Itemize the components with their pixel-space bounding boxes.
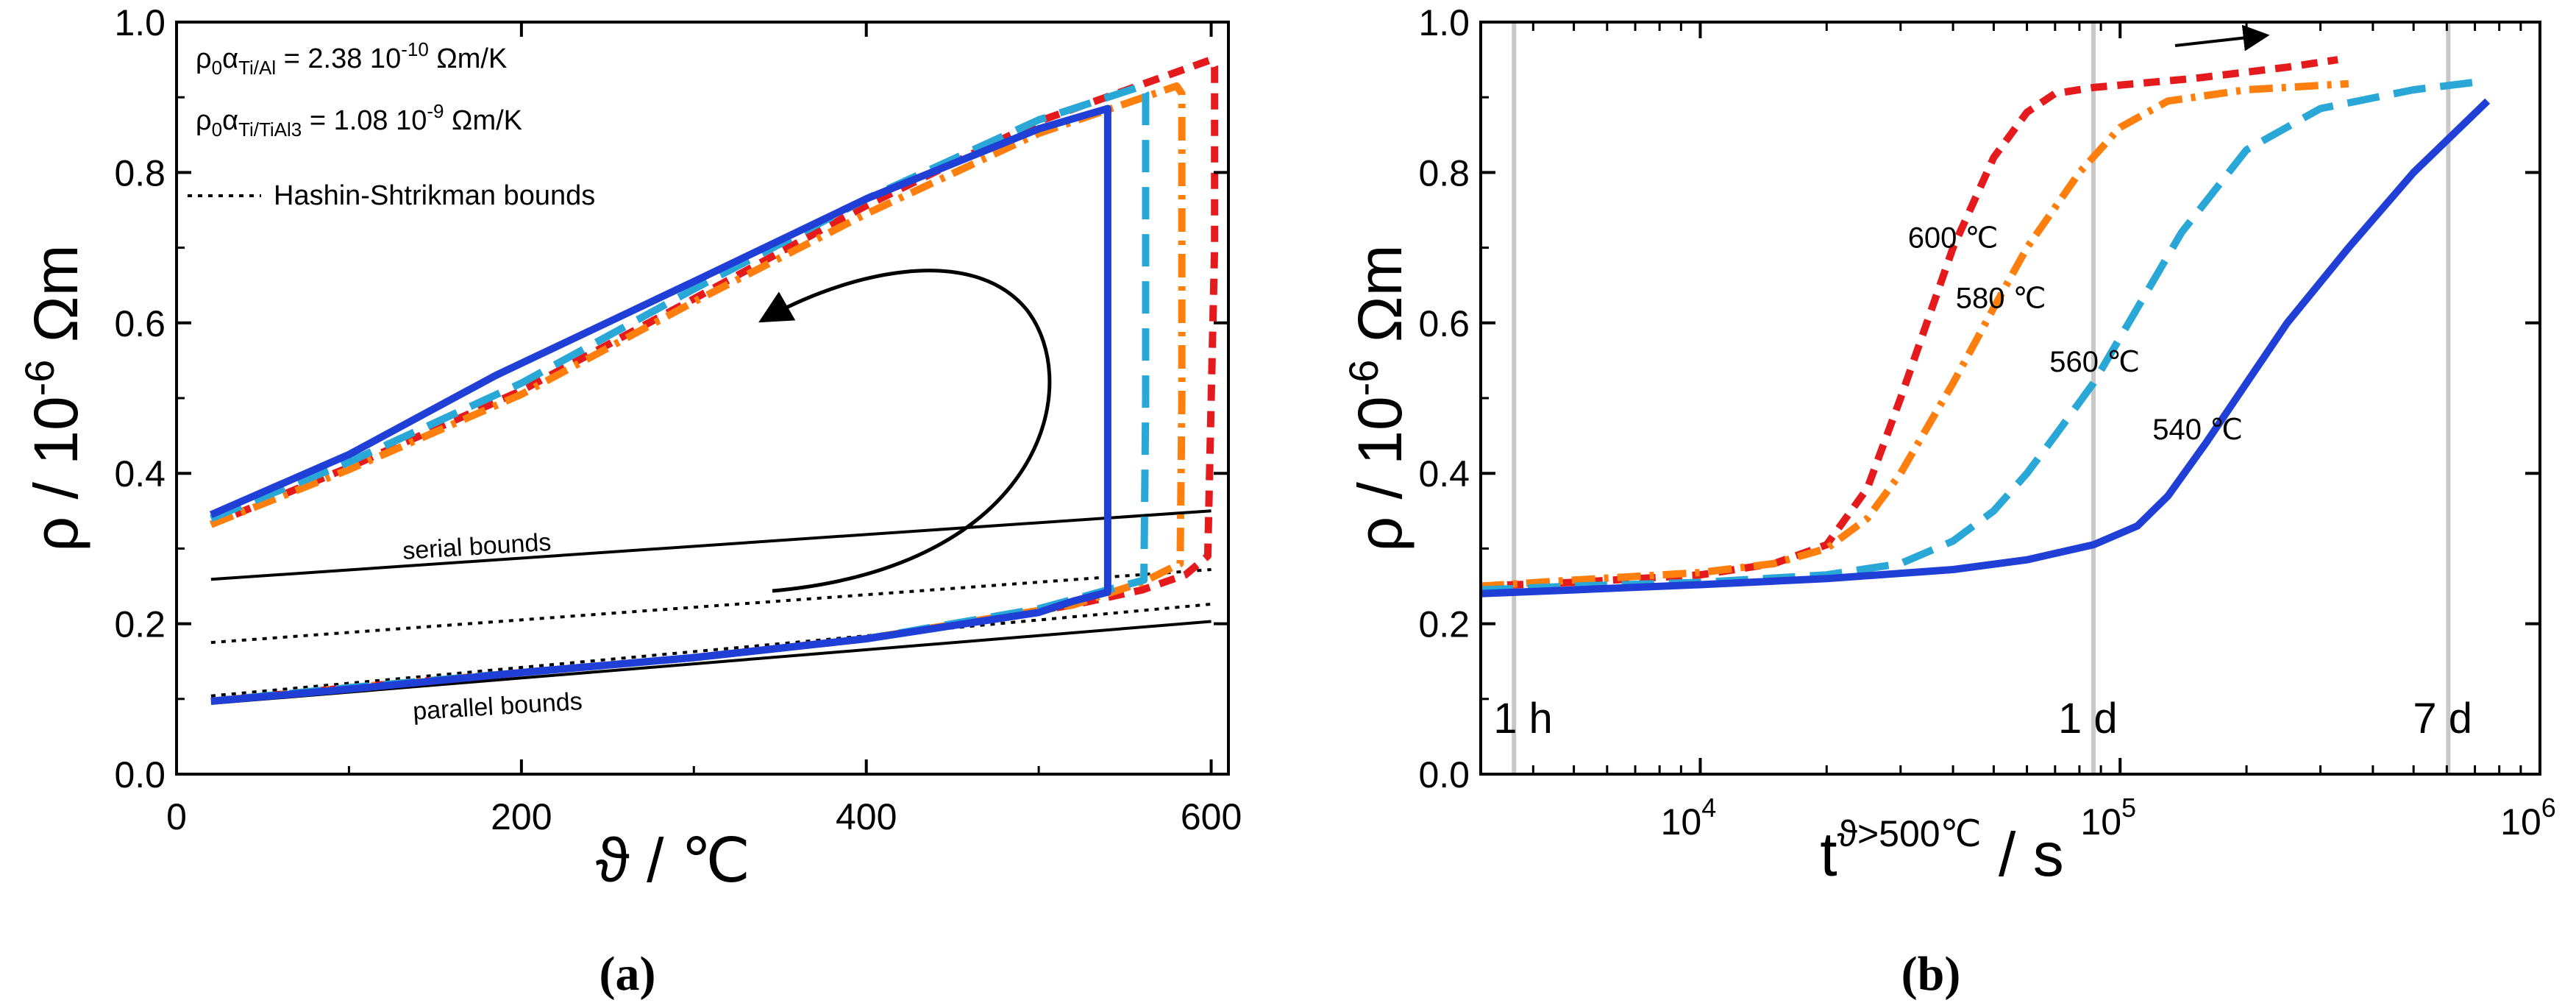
b-x-axis-title: tϑ>500℃ / s bbox=[1820, 813, 2063, 889]
b-y-tick-label: 0.6 bbox=[1418, 303, 1470, 344]
b-y-tick-label: 0.4 bbox=[1418, 453, 1470, 495]
a-y-tick-label: 0.8 bbox=[114, 152, 166, 194]
a-series-580 bbox=[210, 82, 1186, 705]
b-series-540 bbox=[1480, 98, 2491, 598]
series-label-540: 540 ℃ bbox=[2152, 414, 2243, 446]
time-marker-label: 1 h bbox=[1493, 695, 1553, 742]
b-y-tick-label: 0.8 bbox=[1418, 152, 1470, 194]
a-series bbox=[209, 56, 1219, 705]
time-marker-label: 1 d bbox=[2058, 695, 2118, 742]
a-series-560 bbox=[210, 82, 1150, 705]
a-y-tick-label: 1.0 bbox=[114, 2, 166, 43]
b-series-600 bbox=[1480, 56, 2338, 590]
a-x-tick-label: 0 bbox=[166, 796, 187, 837]
legend-hs-label: Hashin-Shtrikman bounds bbox=[274, 180, 595, 211]
a-y-tick-label: 0.0 bbox=[114, 754, 166, 795]
a-series-540 bbox=[209, 104, 1111, 705]
b-series-580 bbox=[1480, 79, 2349, 590]
b-x-tick-label: 105 bbox=[2080, 793, 2136, 843]
a-y-tick-label: 0.6 bbox=[114, 303, 166, 344]
annotation-ti-tial3: ρ0αTi/TiAl3 = 1.08 10-9 Ωm/K bbox=[196, 100, 522, 141]
a-y-axis-title: ρ / 10-6 Ωm bbox=[16, 244, 90, 551]
a-x-tick-label: 400 bbox=[836, 796, 897, 837]
cycle-arrow bbox=[758, 269, 1052, 593]
a-y-tick-label: 0.2 bbox=[114, 604, 166, 645]
a-x-tick-label: 200 bbox=[491, 796, 552, 837]
b-y-tick-label: 0.2 bbox=[1418, 604, 1470, 645]
parallel-bounds-label: parallel bounds bbox=[412, 687, 583, 726]
b-x-tick-label: 104 bbox=[1661, 793, 1717, 843]
serial-bounds-label: serial bounds bbox=[402, 528, 552, 565]
hs-bound-lower bbox=[210, 603, 1211, 698]
b-trend-arrow bbox=[2174, 24, 2270, 52]
b-y-tick-label: 0.0 bbox=[1418, 754, 1470, 795]
series-label-580: 580 ℃ bbox=[1956, 282, 2046, 314]
a-ticks: 0 200 400 600 0.0 0.2 0.4 0.6 0.8 1.0 bbox=[114, 2, 1242, 837]
b-series bbox=[1480, 56, 2491, 598]
time-marker-label: 7 d bbox=[2413, 695, 2472, 742]
b-ticks: 104 105 106 0.0 0.2 0.4 0.6 0.8 1.0 bbox=[1418, 2, 2555, 843]
panel-b: 1 h 1 d 7 d 104 105 106 0.0 0.2 0.4 0.6 0.8 1.0 60… bbox=[1340, 2, 2556, 1001]
series-label-560: 560 ℃ bbox=[2049, 346, 2140, 378]
panel-b-label: (b) bbox=[1901, 947, 1961, 1001]
b-y-tick-label: 1.0 bbox=[1418, 2, 1470, 43]
a-x-tick-label: 600 bbox=[1181, 796, 1242, 837]
b-x-tick-label: 106 bbox=[2500, 793, 2556, 843]
annotation-ti-al: ρ0αTi/Al = 2.38 10-10 Ωm/K bbox=[196, 38, 507, 79]
panel-a-label: (a) bbox=[599, 947, 656, 1001]
b-y-axis-title: ρ / 10-6 Ωm bbox=[1340, 244, 1415, 551]
panel-a: 0 200 400 600 0.0 0.2 0.4 0.6 0.8 1.0 ρ0αTi/Al = … bbox=[16, 2, 1242, 1001]
a-y-tick-label: 0.4 bbox=[114, 453, 166, 495]
b-time-markers: 1 h 1 d 7 d bbox=[1493, 22, 2472, 774]
serial-bound-upper bbox=[210, 509, 1211, 581]
series-label-600: 600 ℃ bbox=[1908, 222, 1999, 255]
hs-bound-upper bbox=[210, 568, 1211, 645]
a-x-axis-title: ϑ / ℃ bbox=[596, 826, 750, 895]
